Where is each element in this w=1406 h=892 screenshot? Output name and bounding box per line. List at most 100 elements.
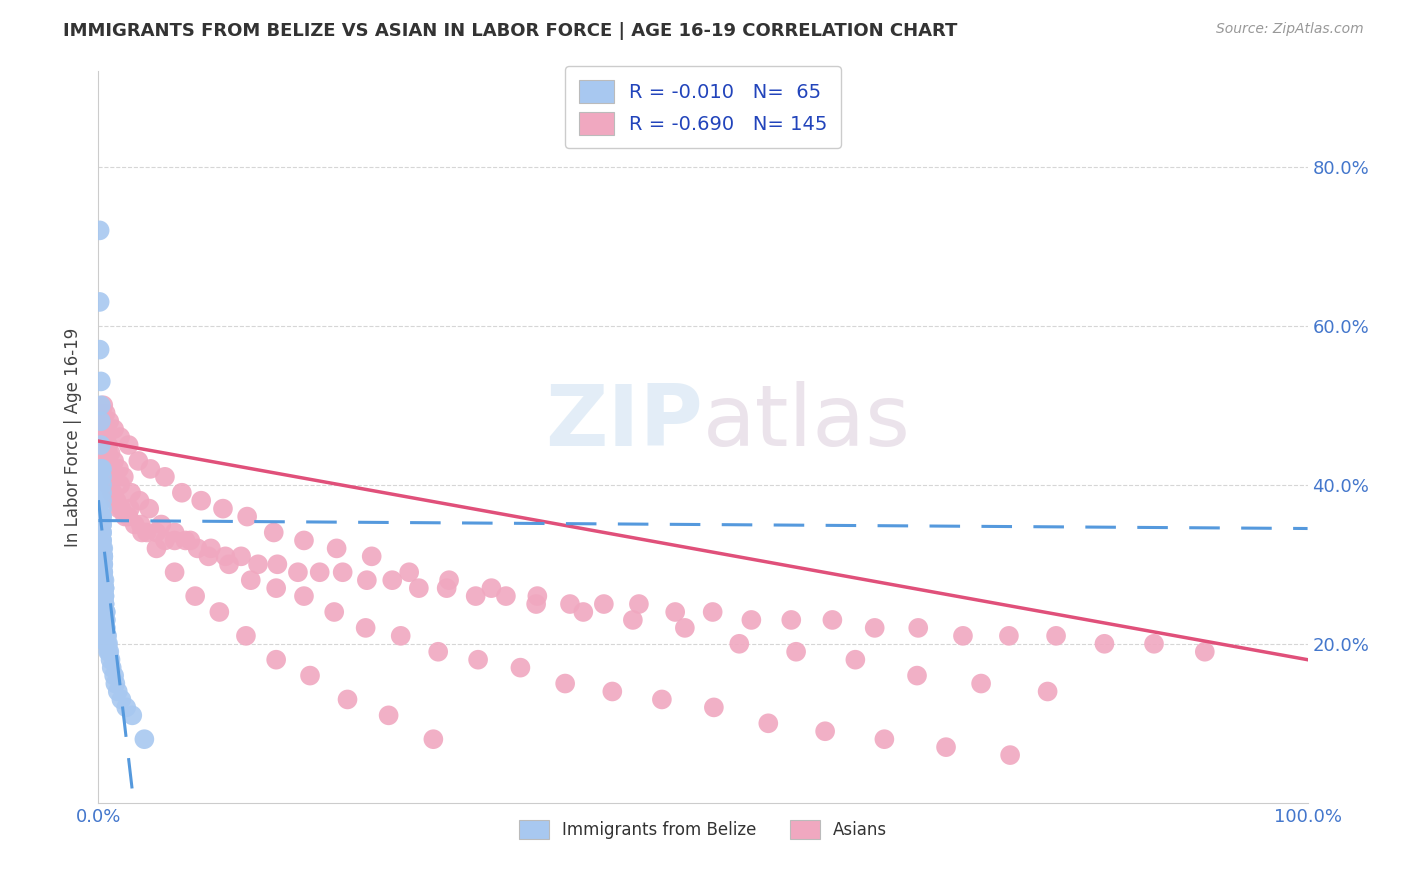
Point	[91, 517, 114, 532]
Point	[96, 629, 118, 643]
Point	[90, 438, 112, 452]
Point	[153, 470, 176, 484]
Point	[197, 549, 219, 564]
Point	[101, 485, 124, 500]
Point	[98, 414, 121, 428]
Point	[93, 597, 115, 611]
Point	[110, 692, 132, 706]
Point	[381, 573, 404, 587]
Point	[184, 589, 207, 603]
Point	[104, 493, 127, 508]
Point	[728, 637, 751, 651]
Point	[336, 692, 359, 706]
Point	[96, 629, 118, 643]
Point	[93, 581, 115, 595]
Point	[952, 629, 974, 643]
Point	[236, 509, 259, 524]
Point	[93, 581, 115, 595]
Point	[93, 581, 115, 595]
Point	[174, 533, 197, 548]
Point	[91, 525, 114, 540]
Point	[108, 501, 131, 516]
Point	[110, 501, 132, 516]
Point	[94, 613, 117, 627]
Point	[179, 533, 201, 548]
Point	[153, 533, 176, 548]
Point	[91, 541, 114, 556]
Point	[97, 470, 120, 484]
Point	[121, 708, 143, 723]
Point	[138, 501, 160, 516]
Point	[90, 375, 112, 389]
Point	[247, 558, 270, 572]
Point	[91, 501, 114, 516]
Point	[93, 454, 115, 468]
Point	[91, 533, 114, 548]
Point	[97, 438, 120, 452]
Point	[118, 509, 141, 524]
Point	[408, 581, 430, 595]
Point	[145, 541, 167, 556]
Point	[263, 525, 285, 540]
Point	[94, 621, 117, 635]
Point	[96, 462, 118, 476]
Point	[94, 430, 117, 444]
Point	[93, 446, 115, 460]
Point	[873, 732, 896, 747]
Point	[96, 637, 118, 651]
Point	[354, 621, 377, 635]
Point	[91, 422, 114, 436]
Point	[905, 668, 928, 682]
Point	[621, 613, 644, 627]
Point	[360, 549, 382, 564]
Point	[91, 541, 114, 556]
Point	[627, 597, 650, 611]
Point	[108, 462, 131, 476]
Point	[97, 477, 120, 491]
Point	[163, 566, 186, 580]
Point	[97, 645, 120, 659]
Y-axis label: In Labor Force | Age 16-19: In Labor Force | Age 16-19	[65, 327, 83, 547]
Point	[436, 581, 458, 595]
Point	[467, 653, 489, 667]
Point	[907, 621, 929, 635]
Point	[131, 525, 153, 540]
Point	[780, 613, 803, 627]
Point	[651, 692, 673, 706]
Point	[554, 676, 576, 690]
Point	[558, 597, 581, 611]
Point	[91, 549, 114, 564]
Point	[91, 446, 114, 460]
Point	[93, 573, 115, 587]
Point	[118, 501, 141, 516]
Point	[740, 613, 762, 627]
Point	[107, 684, 129, 698]
Point	[572, 605, 595, 619]
Point	[332, 566, 354, 580]
Point	[509, 660, 531, 674]
Point	[91, 573, 114, 587]
Point	[100, 446, 122, 460]
Point	[91, 549, 114, 564]
Point	[214, 549, 236, 564]
Point	[266, 558, 288, 572]
Point	[935, 740, 957, 755]
Point	[299, 668, 322, 682]
Point	[91, 541, 114, 556]
Point	[91, 549, 114, 564]
Point	[814, 724, 837, 739]
Point	[93, 446, 115, 460]
Point	[93, 597, 115, 611]
Point	[96, 470, 118, 484]
Point	[93, 422, 115, 436]
Point	[139, 462, 162, 476]
Point	[1036, 684, 1059, 698]
Point	[437, 573, 460, 587]
Point	[108, 430, 131, 444]
Point	[524, 597, 547, 611]
Point	[104, 676, 127, 690]
Point	[128, 493, 150, 508]
Point	[89, 343, 111, 357]
Point	[481, 581, 503, 595]
Point	[91, 438, 114, 452]
